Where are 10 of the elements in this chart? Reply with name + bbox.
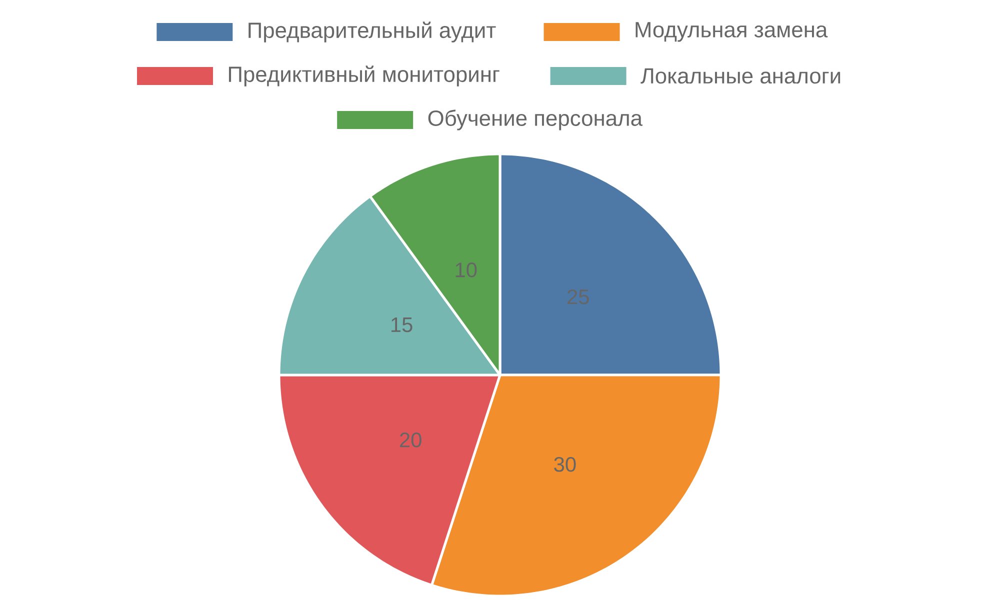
data-label: 10 (456, 262, 477, 278)
data-label: 20 (400, 432, 422, 448)
legend-label: Модульная замена (636, 22, 828, 42)
data-label: 30 (554, 456, 576, 472)
legend-label: Локальные аналоги (640, 68, 840, 84)
legend-label: Предиктивный мониторинг (228, 66, 500, 86)
data-label: 15 (392, 318, 412, 332)
legend-label: Предварительный аудит (248, 22, 496, 42)
legend-label: Обучение персонала (428, 110, 643, 130)
data-label: 25 (568, 289, 589, 304)
